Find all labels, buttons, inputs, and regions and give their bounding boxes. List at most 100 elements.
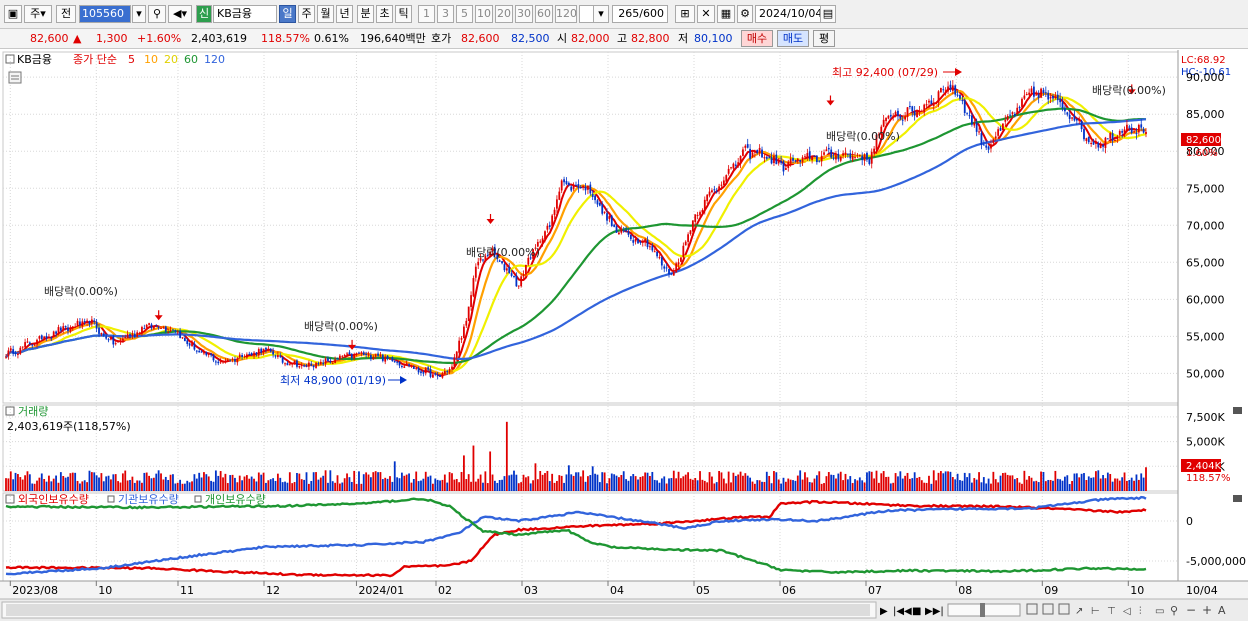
candle-body — [267, 348, 270, 350]
tab-period-week[interactable]: 주 — [298, 5, 315, 23]
minute-option-30[interactable]: 30 — [515, 5, 533, 23]
minute-option-120[interactable]: 120 — [555, 5, 577, 23]
split-view-icon[interactable] — [1058, 603, 1070, 615]
speaker-icon[interactable]: ◀▾ — [168, 5, 192, 23]
count-field[interactable]: 265/600 — [612, 5, 668, 23]
volume-bar — [980, 482, 983, 491]
tab-period-tick[interactable]: 틱 — [395, 5, 412, 23]
minute-option-20[interactable]: 20 — [495, 5, 513, 23]
scrollbar-thumb[interactable] — [6, 604, 870, 616]
vertical-gridlines — [9, 52, 1129, 581]
trend-line-icon[interactable]: ↗ — [1075, 606, 1083, 617]
tab-period-second[interactable]: 초 — [376, 5, 393, 23]
window-icon[interactable]: ▣ — [4, 5, 22, 23]
minute-option-5[interactable]: 5 — [456, 5, 473, 23]
gear-icon[interactable]: ⚙ — [737, 5, 753, 23]
tab-period-year[interactable]: 년 — [336, 5, 353, 23]
volume-bar — [81, 481, 84, 491]
tab-period-minute[interactable]: 분 — [357, 5, 374, 23]
chevron-down-icon[interactable]: ▾ — [132, 5, 146, 23]
scroll-right-icon[interactable]: ▶ — [880, 606, 888, 617]
candle-body — [608, 215, 611, 220]
volume-bar — [744, 473, 747, 491]
measure-icon[interactable]: ⊤ — [1107, 606, 1116, 617]
volume-bar — [811, 482, 814, 491]
volume-bar — [932, 470, 935, 491]
zoom-slider-handle[interactable] — [980, 603, 985, 617]
volume-bar — [517, 483, 520, 491]
drawing-tools-icon[interactable]: ⊞ — [675, 5, 695, 23]
panel-close-icon[interactable] — [1233, 495, 1242, 502]
layout-icon[interactable] — [1026, 603, 1038, 615]
candle-body — [148, 323, 150, 325]
candle-body — [43, 336, 46, 340]
volume-bar — [677, 471, 680, 491]
panel-toggle-icon[interactable] — [5, 406, 15, 416]
sell-button[interactable]: 매도 — [777, 30, 809, 47]
ruler-icon[interactable]: ⊢ — [1091, 606, 1100, 617]
candle-body — [67, 327, 69, 332]
candle-body — [579, 186, 582, 188]
candle-body — [105, 336, 108, 339]
candle-body — [36, 339, 38, 345]
candle-body — [114, 343, 117, 345]
period-select[interactable]: 주▾ — [24, 5, 52, 23]
stock-code-input[interactable]: 105560 — [79, 5, 131, 23]
panel-toggle-icon[interactable] — [5, 494, 15, 504]
minute-option-1[interactable]: 1 — [418, 5, 435, 23]
copy-icon[interactable] — [1042, 603, 1054, 615]
grid-icon[interactable]: ▦ — [717, 5, 735, 23]
candle-body — [758, 147, 761, 154]
stock-name-field[interactable]: KB금융 — [213, 5, 277, 23]
minute-option-60[interactable]: 60 — [535, 5, 553, 23]
crosshair-icon[interactable]: ✕ — [697, 5, 715, 23]
volume-bar — [789, 479, 792, 491]
candle-body — [329, 360, 332, 363]
scroll-end-icon[interactable]: ▶▶| — [925, 606, 944, 617]
candle-body — [9, 348, 12, 351]
candle-body — [424, 368, 427, 374]
volume-bar — [350, 481, 353, 491]
candle-body — [1142, 128, 1145, 133]
date-field[interactable]: 2024/10/04 — [755, 5, 822, 23]
zoom-search-icon[interactable]: ⚲ — [1170, 604, 1178, 617]
search-icon[interactable]: ⚲ — [148, 5, 166, 23]
minute-option-10[interactable]: 10 — [475, 5, 493, 23]
tab-period-day[interactable]: 일 — [279, 5, 296, 23]
candle-body — [587, 185, 589, 190]
volume-bar — [384, 477, 387, 491]
bars-icon[interactable]: ⫶ — [1139, 606, 1142, 617]
panel-close-icon[interactable] — [1233, 407, 1242, 414]
volume-bar — [489, 451, 492, 491]
flat-button[interactable]: 평 — [813, 30, 835, 47]
fit-icon[interactable]: ▭ — [1155, 606, 1164, 617]
stock-chart-area[interactable]: KB금융 종가 단순 5 10 20 60 120 LC:68.92 HC:-1… — [0, 50, 1248, 621]
volume-bar — [815, 475, 818, 491]
panel-toggle-icon[interactable] — [5, 54, 15, 64]
volume-bar — [243, 476, 246, 491]
font-size-icon[interactable]: A — [1218, 604, 1226, 617]
candle-body — [641, 241, 644, 243]
zoom-out-icon[interactable]: − — [1186, 603, 1196, 617]
chevron-down-icon[interactable]: ▾ — [593, 5, 609, 23]
volume-bar — [50, 481, 53, 491]
volume-bar — [367, 474, 370, 491]
zoom-in-icon[interactable]: + — [1202, 603, 1212, 617]
volume-bar — [892, 482, 895, 491]
low-arrow-head — [400, 376, 407, 384]
rewind-icon[interactable]: ◁ — [1123, 606, 1131, 617]
quote-bar: 82,600 ▲ 1,300 +1.60% 2,403,619 118.57% … — [0, 29, 1248, 49]
candle-body — [959, 94, 961, 99]
buy-button[interactable]: 매수 — [741, 30, 773, 47]
candle-body — [324, 358, 327, 364]
table-view-icon[interactable] — [8, 71, 22, 84]
candle-body — [141, 327, 143, 334]
volume-bar — [598, 482, 601, 491]
calendar-icon[interactable]: ▤ — [820, 5, 836, 23]
low-annotation: 최저 48,900 (01/19) — [280, 374, 386, 387]
tab-period-month[interactable]: 월 — [317, 5, 334, 23]
stop-icon[interactable]: ■ — [912, 606, 921, 617]
minute-option-3[interactable]: 3 — [437, 5, 454, 23]
prev-button[interactable]: 전 — [56, 5, 76, 23]
scroll-start-icon[interactable]: |◀◀ — [893, 606, 912, 617]
